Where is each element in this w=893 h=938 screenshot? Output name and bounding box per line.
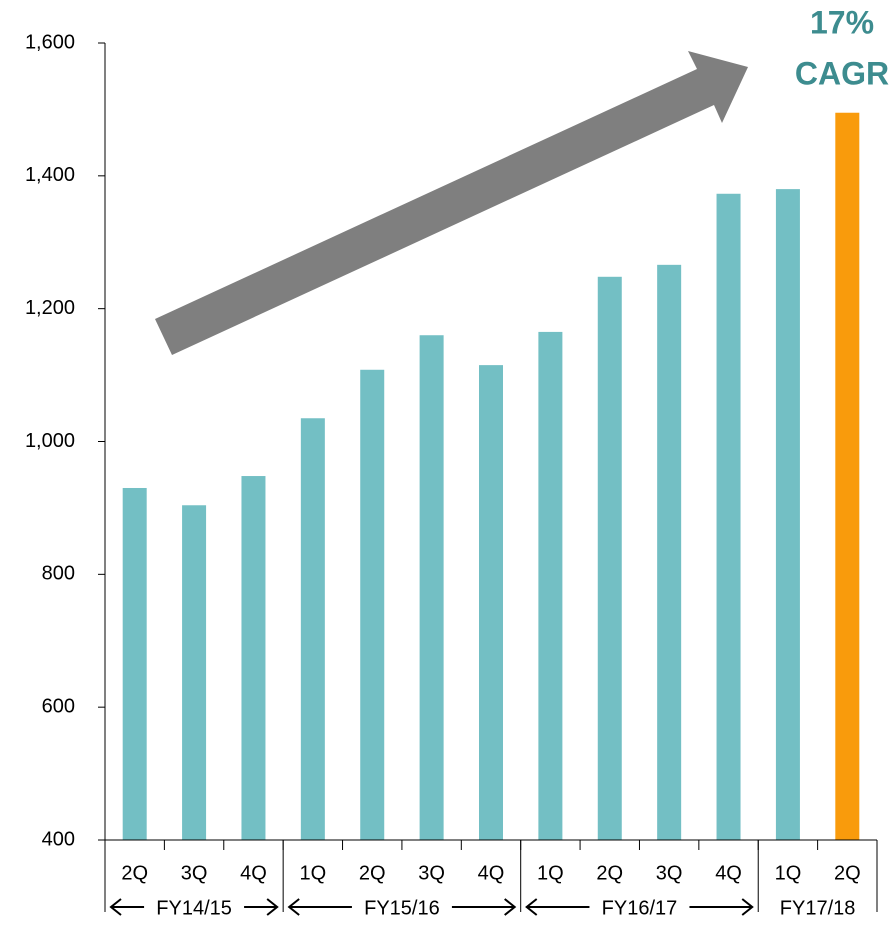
y-tick-label: 1,600 xyxy=(25,31,75,53)
bar xyxy=(775,189,800,840)
x-tick-label: 2Q xyxy=(834,862,861,884)
bar xyxy=(241,476,266,840)
bar xyxy=(716,193,741,840)
x-tick-label: 2Q xyxy=(596,862,623,884)
trend-arrow xyxy=(155,51,748,355)
bar xyxy=(538,331,563,840)
x-tick-label: 4Q xyxy=(715,862,742,884)
group-arrow-head xyxy=(504,898,517,916)
y-tick-label: 800 xyxy=(42,563,75,585)
bar xyxy=(419,335,444,840)
x-tick-label: 3Q xyxy=(418,862,445,884)
group-label: FY16/17 xyxy=(602,897,678,919)
bar xyxy=(300,418,325,840)
group-label: FY15/16 xyxy=(364,897,440,919)
x-tick-label: 2Q xyxy=(121,862,148,884)
group-arrow-head xyxy=(266,898,279,916)
x-tick-label: 1Q xyxy=(300,862,327,884)
group-arrow-head xyxy=(287,898,300,916)
x-tick-label: 2Q xyxy=(359,862,386,884)
y-tick-label: 1,200 xyxy=(25,297,75,319)
y-tick-label: 1,000 xyxy=(25,430,75,452)
bar xyxy=(182,505,207,840)
x-tick-label: 4Q xyxy=(240,862,267,884)
bar xyxy=(360,369,385,840)
x-tick-label: 3Q xyxy=(656,862,683,884)
y-tick-label: 1,400 xyxy=(25,164,75,186)
y-tick-label: 400 xyxy=(42,828,75,850)
bar xyxy=(122,487,147,840)
bar xyxy=(835,112,860,841)
group-arrow-head xyxy=(109,898,122,916)
x-tick-label: 1Q xyxy=(537,862,564,884)
annotation: CAGR xyxy=(795,55,889,91)
x-tick-label: 4Q xyxy=(478,862,505,884)
annotation: 17% xyxy=(810,4,874,40)
x-tick-label: 1Q xyxy=(775,862,802,884)
bar xyxy=(597,276,622,841)
y-tick-label: 600 xyxy=(42,695,75,717)
x-tick-label: 3Q xyxy=(181,862,208,884)
group-arrow-head xyxy=(525,898,538,916)
group-label: FY17/18 xyxy=(780,897,856,919)
group-arrow-head xyxy=(741,898,754,916)
bar xyxy=(657,264,682,840)
bar xyxy=(479,365,503,840)
group-label: FY14/15 xyxy=(156,897,232,919)
